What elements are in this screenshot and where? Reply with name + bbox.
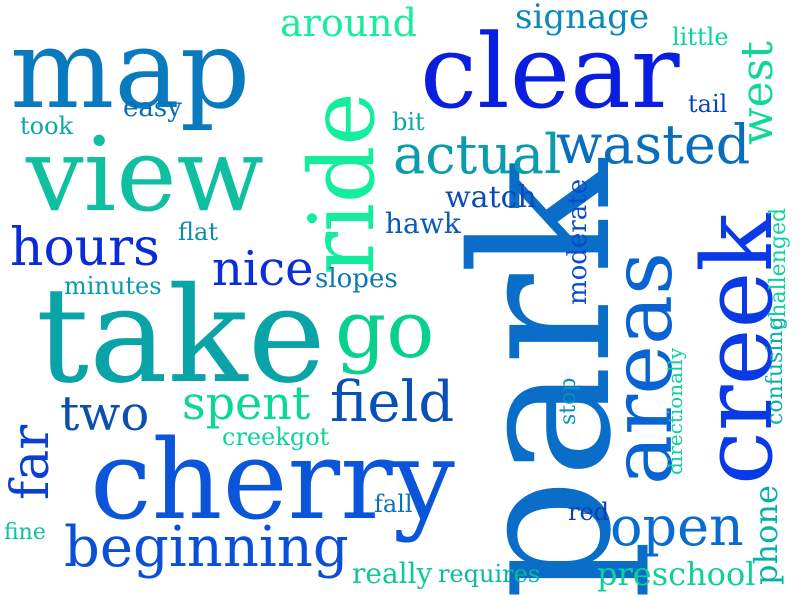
word-hawk: hawk <box>385 207 461 240</box>
word-west: west <box>732 41 783 145</box>
word-clear: clear <box>420 13 680 132</box>
word-around: around <box>280 1 417 45</box>
word-preschool: preschool <box>597 555 756 593</box>
word-requires: requires <box>438 560 541 588</box>
word-signage: signage <box>515 0 650 37</box>
word-map: map <box>10 5 251 133</box>
word-easy: easy <box>123 93 182 123</box>
word-really: really <box>352 557 433 590</box>
word-beginning: beginning <box>64 515 349 580</box>
word-moderate: moderate <box>563 178 593 305</box>
word-two: two <box>60 386 150 442</box>
word-wasted: wasted <box>556 113 751 176</box>
word-far: far <box>1 424 61 500</box>
word-field: field <box>330 370 455 435</box>
word-bit: bit <box>392 108 425 136</box>
word-phone: phone <box>747 485 785 585</box>
word-cherry: cherry <box>90 416 455 544</box>
word-view: view <box>26 116 264 235</box>
word-spent: spent <box>182 376 311 430</box>
word-red: red <box>568 498 610 526</box>
word-confusing: confusing <box>763 316 788 425</box>
word-challenged: challenged <box>766 207 791 330</box>
word-nice: nice <box>212 241 314 297</box>
word-flat: flat <box>178 218 218 246</box>
word-watch: watch <box>445 180 537 215</box>
word-take: take <box>36 259 326 413</box>
word-stop: stop <box>556 377 581 425</box>
word-took: took <box>20 112 74 140</box>
word-directionally: directionally <box>663 347 687 475</box>
word-creekgot: creekgot <box>222 423 330 451</box>
word-actual: actual <box>393 123 562 186</box>
word-tail: tail <box>688 90 728 118</box>
word-open: open <box>610 495 744 558</box>
word-hours: hours <box>10 218 160 278</box>
word-fall: fall <box>374 490 413 518</box>
word-minutes: minutes <box>64 272 162 300</box>
word-go: go <box>335 283 435 376</box>
word-slopes: slopes <box>315 264 398 294</box>
word-fine: fine <box>4 520 46 545</box>
word-little: little <box>672 23 729 51</box>
